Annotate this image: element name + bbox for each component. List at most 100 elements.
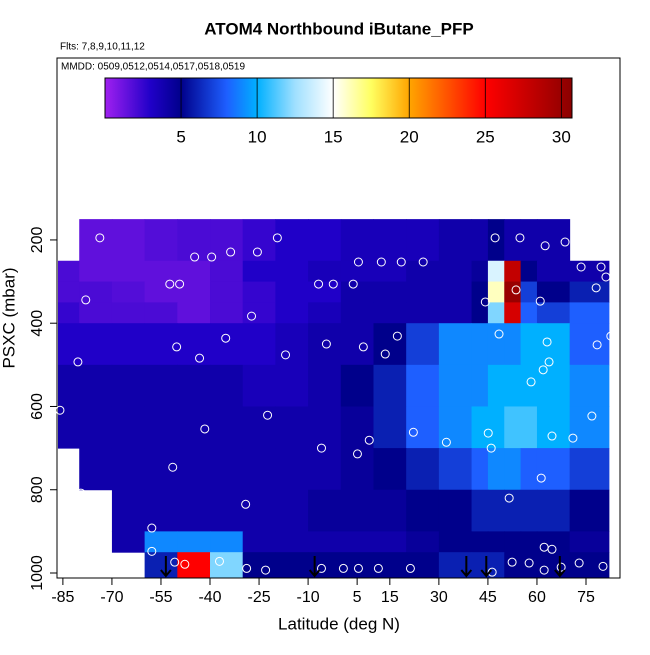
sample-point bbox=[321, 339, 331, 349]
sample-point bbox=[576, 262, 586, 272]
x-tick-label: 5 bbox=[353, 589, 362, 606]
sample-point bbox=[396, 257, 406, 267]
x-axis-label: Latitude (deg N) bbox=[278, 614, 400, 633]
heat-cell bbox=[144, 364, 178, 407]
heat-cell bbox=[536, 489, 571, 532]
heat-cell bbox=[210, 364, 244, 407]
heat-cell bbox=[406, 552, 440, 578]
heat-cell bbox=[569, 302, 610, 324]
sample-point bbox=[486, 443, 496, 453]
x-tick-label: -70 bbox=[100, 589, 123, 606]
sample-point bbox=[480, 297, 490, 307]
sample-point bbox=[483, 428, 493, 438]
heat-cell bbox=[569, 406, 610, 449]
heat-cell bbox=[438, 406, 473, 449]
heat-cell bbox=[487, 448, 505, 491]
heat-cell bbox=[340, 219, 374, 262]
heat-cell bbox=[111, 302, 146, 324]
heat-cell bbox=[569, 323, 610, 366]
x-tick-label: 60 bbox=[528, 589, 546, 606]
sample-point bbox=[538, 365, 548, 375]
x-tick-label: -10 bbox=[297, 589, 320, 606]
heat-cell bbox=[177, 281, 211, 303]
heat-cell bbox=[406, 323, 440, 366]
heat-cell bbox=[471, 323, 489, 366]
x-tick-label: 30 bbox=[430, 589, 448, 606]
heat-cell bbox=[438, 281, 473, 303]
sample-point bbox=[247, 311, 257, 321]
heat-cell bbox=[308, 302, 342, 324]
heat-cell bbox=[569, 448, 610, 491]
heat-cell bbox=[340, 406, 374, 449]
heat-cell bbox=[79, 219, 113, 262]
sample-point bbox=[68, 250, 78, 260]
chart-title: ATOM4 Northbound iButane_PFP bbox=[204, 19, 473, 38]
sample-point bbox=[511, 285, 521, 295]
heat-cell bbox=[144, 219, 178, 262]
heat-cell bbox=[308, 219, 342, 262]
sample-point bbox=[165, 279, 175, 289]
heat-cell bbox=[569, 364, 610, 407]
heat-cell bbox=[406, 364, 440, 407]
heat-cell bbox=[536, 302, 571, 324]
sample-point bbox=[180, 559, 190, 569]
heat-cell bbox=[487, 302, 505, 324]
heat-cell bbox=[242, 260, 276, 283]
flight-marker bbox=[554, 556, 566, 578]
sample-point bbox=[596, 262, 606, 272]
heat-cell bbox=[177, 531, 211, 553]
heat-cell bbox=[210, 219, 244, 262]
sample-point bbox=[408, 427, 418, 437]
sample-point bbox=[172, 342, 182, 352]
sample-point bbox=[405, 563, 415, 573]
sample-point bbox=[601, 272, 611, 282]
heat-cell bbox=[373, 323, 407, 366]
colorbar-tick-label: 5 bbox=[176, 127, 185, 146]
heat-cell bbox=[487, 281, 505, 303]
heat-cell bbox=[504, 302, 522, 324]
heat-cell bbox=[438, 302, 473, 324]
heat-cell bbox=[373, 531, 407, 553]
sample-point bbox=[494, 329, 504, 339]
colorbar bbox=[104, 77, 573, 119]
sample-point bbox=[95, 233, 105, 243]
heat-cell bbox=[471, 552, 489, 578]
heat-cell bbox=[520, 302, 538, 324]
heat-cell bbox=[504, 364, 522, 407]
y-axis-label: PSXC (mbar) bbox=[0, 267, 18, 368]
sample-point bbox=[195, 353, 205, 363]
heat-cell bbox=[438, 260, 473, 283]
heat-cell bbox=[406, 406, 440, 449]
heat-cell bbox=[210, 281, 244, 303]
heat-cell bbox=[487, 219, 505, 262]
flight-marker bbox=[308, 556, 321, 578]
sample-point bbox=[242, 563, 252, 573]
heat-cell bbox=[471, 406, 489, 449]
heat-cell bbox=[144, 531, 178, 553]
heat-cell bbox=[340, 260, 374, 283]
heat-cell bbox=[242, 302, 276, 324]
heat-cell bbox=[487, 260, 505, 283]
heat-cell bbox=[242, 364, 276, 407]
heat-cell bbox=[210, 448, 244, 491]
heat-cell bbox=[79, 448, 113, 491]
heat-cell bbox=[471, 531, 489, 553]
heat-cell bbox=[471, 281, 489, 303]
sample-point bbox=[524, 558, 534, 568]
heat-cell bbox=[275, 552, 309, 578]
heat-cell bbox=[340, 302, 374, 324]
heat-cell bbox=[340, 531, 374, 553]
colorbar-tick-label: 30 bbox=[552, 127, 571, 146]
heat-cell bbox=[275, 364, 309, 407]
y-tick-label: 200 bbox=[29, 226, 46, 253]
sample-point bbox=[587, 411, 597, 421]
heat-cell bbox=[406, 219, 440, 262]
sample-point bbox=[353, 563, 363, 573]
sample-point bbox=[536, 473, 546, 483]
heat-cell bbox=[177, 302, 211, 324]
heat-cell bbox=[536, 219, 571, 262]
sample-point bbox=[574, 558, 584, 568]
heat-cell bbox=[536, 260, 571, 283]
heat-cell bbox=[373, 364, 407, 407]
